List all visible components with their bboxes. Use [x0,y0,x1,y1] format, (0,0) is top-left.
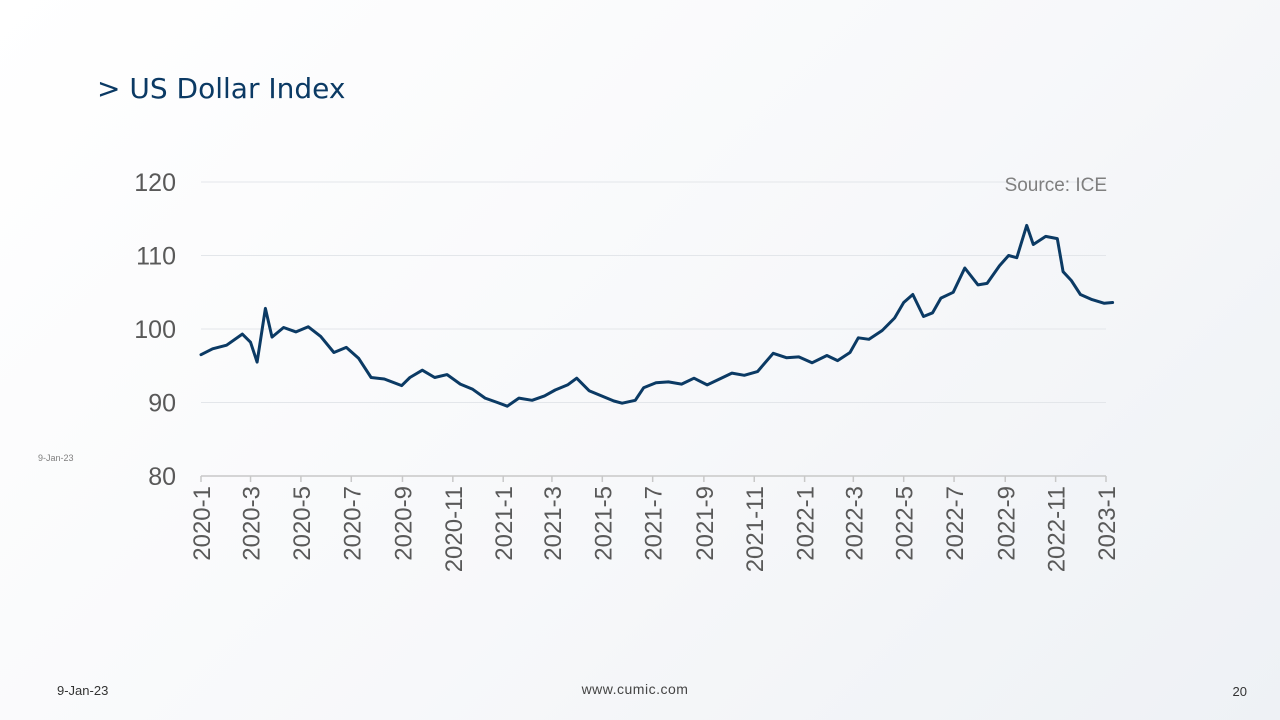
y-tick-label: 90 [148,390,176,418]
x-tick-label: 2023-1 [1094,486,1121,561]
y-tick-label: 110 [136,243,176,271]
source-label: Source: ICE [1005,175,1107,196]
x-axis: 2020-1 2020-3 2020-5 2020-7 2020-9 2020-11 202… [189,475,1121,572]
x-tick-label: 2020-11 [441,486,468,572]
x-tick-label: 2022-1 [793,486,820,561]
x-tick-label: 2022-7 [942,486,969,561]
x-tick-label: 2022-3 [841,486,868,561]
chart-series [199,223,1115,408]
x-tick-label: 2020-1 [189,486,216,561]
x-tick-label: 2020-7 [339,486,366,561]
x-tick-label: 2021-5 [590,486,617,561]
x-tick-label: 2020-3 [239,486,266,561]
x-tick-label: 2020-9 [390,486,417,561]
y-tick-label: 100 [134,316,176,344]
x-tick-label: 2022-9 [993,486,1020,561]
x-tick-label: 2021-11 [742,486,769,572]
footer-website: www.cumic.com [581,681,689,697]
x-tick-label: 2020-5 [289,486,316,561]
slide-title: > US Dollar Index [97,72,346,105]
x-tick-label: 2021-7 [641,486,668,561]
footer-date: 9-Jan-23 [57,683,109,698]
x-tick-label: 2021-3 [540,486,567,561]
x-tick-label: 2021-9 [692,486,719,561]
y-axis-ticks: 80 90 100 110 120 [134,169,176,491]
page-number: 20 [1232,684,1247,699]
side-date-label: 9-Jan-23 [38,453,74,463]
x-tick-label: 2022-5 [892,486,919,561]
x-tick-label: 2022-11 [1044,486,1071,572]
x-tick-label: 2021-1 [491,486,518,561]
chart-gridlines [201,181,1106,403]
series-line-0 [199,223,1115,408]
y-tick-label: 120 [134,169,176,197]
y-tick-label: 80 [148,463,176,491]
